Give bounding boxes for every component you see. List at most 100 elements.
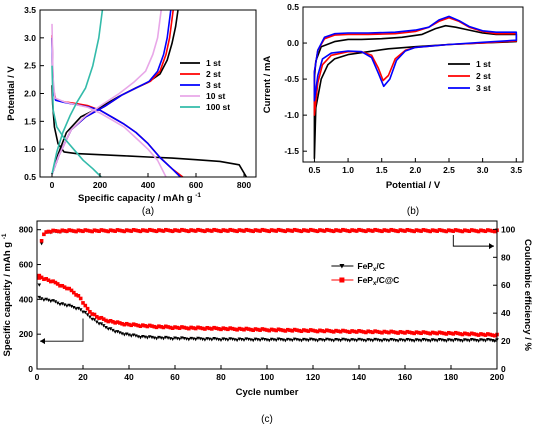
ce-point-fepx-c-at-c — [426, 229, 430, 233]
capacity-point-fepx-c — [380, 339, 384, 343]
y2-tick-label-c: 0 — [501, 364, 506, 374]
ce-point-fepx-c-at-c — [74, 229, 78, 234]
series-a-4-charge-line — [51, 9, 162, 175]
capacity-point-fepx-c — [258, 338, 262, 342]
capacity-point-fepx-c-at-c — [62, 285, 67, 289]
ce-point-fepx-c-at-c — [76, 228, 81, 233]
capacity-point-fepx-c — [274, 338, 278, 343]
ce-point-fepx-c-at-c — [417, 228, 421, 233]
capacity-point-fepx-c-at-c — [203, 327, 207, 331]
capacity-point-fepx-c-at-c — [235, 327, 239, 332]
capacity-point-fepx-c — [76, 306, 81, 311]
ce-point-fepx-c-at-c — [421, 228, 426, 232]
ce-point-fepx-c-at-c — [285, 228, 290, 232]
capacity-point-fepx-c-at-c — [281, 328, 285, 333]
ce-point-fepx-c-at-c — [288, 228, 292, 233]
ce-point-fepx-c-at-c — [308, 227, 313, 232]
capacity-point-fepx-c — [322, 338, 327, 343]
series-a-4-discharge-line — [51, 23, 167, 178]
y2-tick-label-c: 40 — [501, 308, 511, 318]
arrow-to-left-axis — [40, 318, 84, 342]
ce-point-fepx-c-at-c — [198, 228, 203, 233]
ce-point-fepx-c-at-c — [375, 228, 380, 233]
capacity-point-fepx-c-at-c — [256, 327, 260, 332]
capacity-point-fepx-c — [419, 339, 423, 343]
capacity-point-fepx-c-at-c — [83, 303, 88, 308]
capacity-point-fepx-c — [299, 339, 304, 343]
capacity-point-fepx-c-at-c — [446, 330, 451, 335]
ce-point-fepx-c-at-c — [391, 228, 396, 233]
ce-point-fepx-c-at-c — [136, 229, 140, 233]
capacity-point-fepx-c-at-c — [285, 327, 290, 332]
capacity-point-fepx-c-at-c — [483, 333, 488, 337]
capacity-point-fepx-c-at-c — [115, 320, 120, 324]
capacity-point-fepx-c-at-c — [476, 333, 481, 337]
ce-point-fepx-c-at-c — [435, 229, 439, 233]
ce-point-fepx-c-at-c — [251, 229, 255, 234]
capacity-point-fepx-c — [219, 338, 223, 342]
capacity-point-fepx-c-at-c — [159, 325, 163, 329]
capacity-point-fepx-c — [99, 322, 104, 326]
legend-label-c-suffix: /C@C — [376, 275, 399, 285]
ce-point-fepx-c-at-c — [253, 228, 258, 232]
y-tick-label-b: -1.5 — [284, 146, 299, 156]
capacity-point-fepx-c — [136, 335, 140, 339]
capacity-point-fepx-c-at-c — [382, 329, 387, 334]
y-tick-label-a: 0.5 — [24, 172, 36, 182]
ce-point-fepx-c-at-c — [281, 228, 285, 233]
ce-point-fepx-c-at-c — [295, 228, 299, 233]
y-tick-label-b: 0.0 — [287, 38, 299, 48]
capacity-point-fepx-c-at-c — [469, 331, 474, 336]
ce-point-fepx-c-at-c — [159, 228, 163, 233]
ce-point-fepx-c-at-c — [486, 228, 490, 232]
ce-point-fepx-c-at-c — [122, 229, 127, 234]
ce-point-fepx-c-at-c — [212, 227, 216, 232]
capacity-point-fepx-c-at-c — [214, 326, 219, 331]
capacity-point-fepx-c-at-c — [97, 316, 101, 320]
capacity-point-fepx-c-at-c — [129, 323, 134, 328]
capacity-point-fepx-c-at-c — [458, 332, 462, 336]
capacity-point-fepx-c-at-c — [479, 332, 483, 336]
capacity-point-fepx-c — [104, 325, 108, 330]
capacity-point-fepx-c-at-c — [81, 301, 85, 305]
series-a-3-discharge-line — [51, 37, 181, 178]
capacity-point-fepx-c-at-c — [42, 277, 46, 282]
y-tick-label-c: 200 — [19, 329, 33, 339]
capacity-point-fepx-c — [170, 337, 175, 341]
capacity-point-fepx-c — [46, 298, 51, 303]
x-tick-label-b: 2.0 — [409, 165, 421, 175]
capacity-point-fepx-c — [187, 338, 191, 342]
capacity-point-fepx-c-at-c — [313, 329, 318, 333]
ce-point-fepx-c-at-c — [410, 229, 414, 233]
ce-point-fepx-c-at-c — [348, 229, 352, 234]
ce-point-fepx-c-at-c — [444, 229, 449, 234]
x-tick-label-b: 1.5 — [376, 165, 388, 175]
capacity-point-fepx-c-at-c — [444, 332, 449, 336]
ce-point-fepx-c-at-c — [131, 228, 136, 232]
ce-point-fepx-c-at-c — [111, 228, 115, 233]
ce-point-fepx-c-at-c — [39, 238, 44, 243]
ce-point-fepx-c-at-c — [180, 227, 184, 232]
ce-point-fepx-c-at-c — [483, 229, 488, 234]
ce-point-fepx-c-at-c — [235, 229, 239, 234]
capacity-point-fepx-c-at-c — [85, 306, 90, 311]
capacity-point-fepx-c-at-c — [168, 325, 173, 330]
capacity-point-fepx-c — [354, 339, 359, 343]
capacity-point-fepx-c-at-c — [184, 326, 189, 330]
ce-point-fepx-c-at-c — [327, 228, 331, 233]
y-tick-label-a: 3.5 — [24, 5, 36, 15]
capacity-point-fepx-c-at-c — [472, 332, 476, 336]
capacity-point-fepx-c-at-c — [329, 329, 334, 334]
ce-point-fepx-c-at-c — [83, 228, 88, 232]
capacity-point-fepx-c-at-c — [274, 328, 278, 333]
capacity-point-fepx-c-at-c — [143, 324, 147, 328]
ce-point-fepx-c-at-c — [272, 228, 276, 233]
ce-point-fepx-c-at-c — [46, 229, 51, 234]
ce-point-fepx-c-at-c — [221, 228, 226, 232]
capacity-point-fepx-c-at-c — [193, 326, 198, 331]
capacity-point-fepx-c-at-c — [258, 328, 262, 332]
capacity-point-fepx-c-at-c — [308, 328, 313, 332]
capacity-point-fepx-c — [53, 300, 58, 304]
ce-point-fepx-c-at-c — [463, 228, 467, 232]
capacity-point-fepx-c-at-c — [136, 323, 140, 328]
